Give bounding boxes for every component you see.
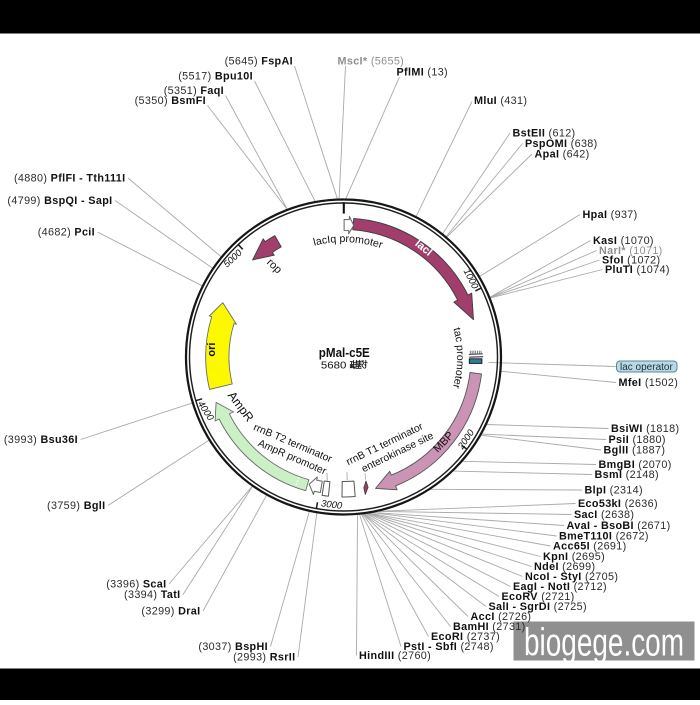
svg-text:(3993) Bsu36I: (3993) Bsu36I xyxy=(4,434,78,446)
svg-text:(3394) TatI: (3394) TatI xyxy=(124,589,180,601)
svg-text:MfeI (1502): MfeI (1502) xyxy=(619,377,679,389)
svg-text:MluI (431): MluI (431) xyxy=(474,95,527,107)
svg-text:pMal-c5E: pMal-c5E xyxy=(319,345,370,360)
svg-text:(5645) FspAI: (5645) FspAI xyxy=(225,56,293,68)
svg-text:MscI* (5655): MscI* (5655) xyxy=(338,56,405,68)
svg-text:(2993) RsrII: (2993) RsrII xyxy=(233,652,295,664)
svg-text:(5517) Bpu10I: (5517) Bpu10I xyxy=(178,71,253,83)
svg-text:biogege.com: biogege.com xyxy=(524,622,684,665)
svg-text:(3759) BglI: (3759) BglI xyxy=(47,500,105,512)
svg-text:lac operator: lac operator xyxy=(620,362,673,373)
svg-text:PflMI (13): PflMI (13) xyxy=(397,67,449,79)
svg-text:BglII (1887): BglII (1887) xyxy=(604,445,666,457)
svg-text:(4880) PflFI - Tth111I: (4880) PflFI - Tth111I xyxy=(14,173,126,185)
svg-text:5680: 5680 xyxy=(321,360,347,371)
svg-text:ApaI (642): ApaI (642) xyxy=(535,149,590,161)
svg-text:BlpI (2314): BlpI (2314) xyxy=(585,485,643,497)
svg-text:ori: ori xyxy=(206,343,218,357)
svg-text:(4799) BspQI - SapI: (4799) BspQI - SapI xyxy=(7,195,112,207)
svg-text:BsmI (2148): BsmI (2148) xyxy=(595,469,659,481)
svg-text:PluTI (1074): PluTI (1074) xyxy=(605,264,670,276)
svg-text:HindIII (2760): HindIII (2760) xyxy=(359,650,431,662)
svg-text:(3299) DraI: (3299) DraI xyxy=(141,606,200,618)
svg-text:HpaI (937): HpaI (937) xyxy=(583,209,638,221)
svg-text:(5351) FaqI: (5351) FaqI xyxy=(164,85,224,97)
svg-text:(4682) PciI: (4682) PciI xyxy=(38,227,95,239)
